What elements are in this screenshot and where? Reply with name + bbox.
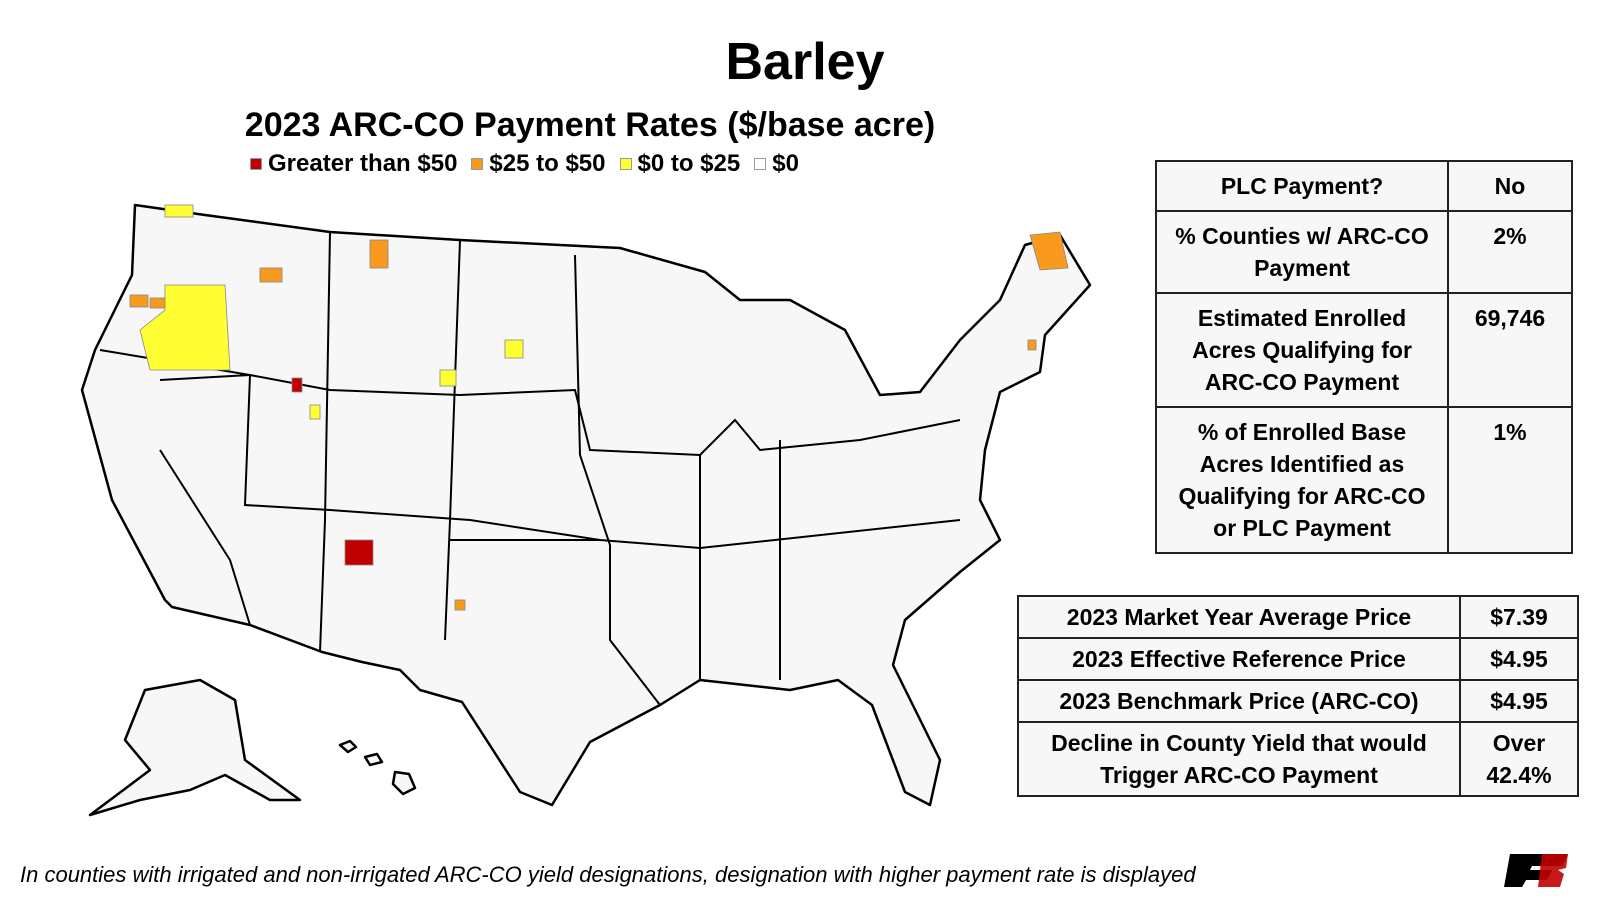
legend-swatch <box>471 158 484 170</box>
legend-label: $25 to $50 <box>489 150 606 177</box>
legend-item: Greater than $50 <box>250 150 457 178</box>
legend-label: $0 to $25 <box>637 150 741 177</box>
table-row: 2023 Market Year Average Price $7.39 <box>1017 595 1579 639</box>
payment-table: PLC Payment? No% Counties w/ ARC-CO Payme… <box>1155 160 1573 554</box>
lower-48-outline <box>80 203 1092 807</box>
table-row: 2023 Effective Reference Price $4.95 <box>1017 637 1579 681</box>
legend: Greater than $50 $25 to $50 $0 to $25 $0 <box>250 150 799 178</box>
row-value: $4.95 <box>1459 637 1579 681</box>
logo <box>1504 854 1568 887</box>
row-label: 2023 Market Year Average Price <box>1017 595 1461 639</box>
county-patches <box>129 204 1069 611</box>
row-label: 2023 Effective Reference Price <box>1017 637 1461 681</box>
us-map <box>80 203 1092 817</box>
row-value: $7.39 <box>1459 595 1579 639</box>
row-label: 2023 Benchmark Price (ARC-CO) <box>1017 679 1461 723</box>
row-value: Over 42.4% <box>1459 721 1579 797</box>
row-label: Estimated Enrolled Acres Qualifying for … <box>1155 292 1449 408</box>
table-row: 2023 Benchmark Price (ARC-CO) $4.95 <box>1017 679 1579 723</box>
legend-item: $0 to $25 <box>619 150 741 178</box>
state-borders <box>99 231 961 706</box>
title: Barley <box>725 33 885 91</box>
row-value: $4.95 <box>1459 679 1579 723</box>
table-row: PLC Payment? No <box>1155 160 1573 212</box>
legend-swatch <box>754 158 767 170</box>
footnote: In counties with irrigated and non-irrig… <box>20 862 1196 887</box>
table-row: % of Enrolled Base Acres Identified as Q… <box>1155 406 1573 554</box>
table-row: % Counties w/ ARC-CO Payment 2% <box>1155 210 1573 294</box>
legend-swatch <box>250 158 262 170</box>
table-row: Decline in County Yield that would Trigg… <box>1017 721 1579 797</box>
price-table: 2023 Market Year Average Price $7.39 2023 … <box>1017 595 1579 797</box>
legend-label: $0 <box>772 150 799 177</box>
row-value: 1% <box>1447 406 1573 554</box>
row-value: No <box>1447 160 1573 212</box>
legend-swatch <box>619 158 632 170</box>
row-label: % Counties w/ ARC-CO Payment <box>1155 210 1449 294</box>
alaska <box>88 678 302 817</box>
row-label: PLC Payment? <box>1155 160 1449 212</box>
row-label: % of Enrolled Base Acres Identified as Q… <box>1155 406 1449 554</box>
subtitle: 2023 ARC-CO Payment Rates ($/base acre) <box>244 106 936 144</box>
hawaii <box>338 739 417 796</box>
legend-item: $25 to $50 <box>471 150 606 178</box>
row-value: 69,746 <box>1447 292 1573 408</box>
table-row: Estimated Enrolled Acres Qualifying for … <box>1155 292 1573 408</box>
legend-label: Greater than $50 <box>268 150 458 177</box>
row-label: Decline in County Yield that would Trigg… <box>1017 721 1461 797</box>
row-value: 2% <box>1447 210 1573 294</box>
legend-item: $0 <box>754 150 799 178</box>
